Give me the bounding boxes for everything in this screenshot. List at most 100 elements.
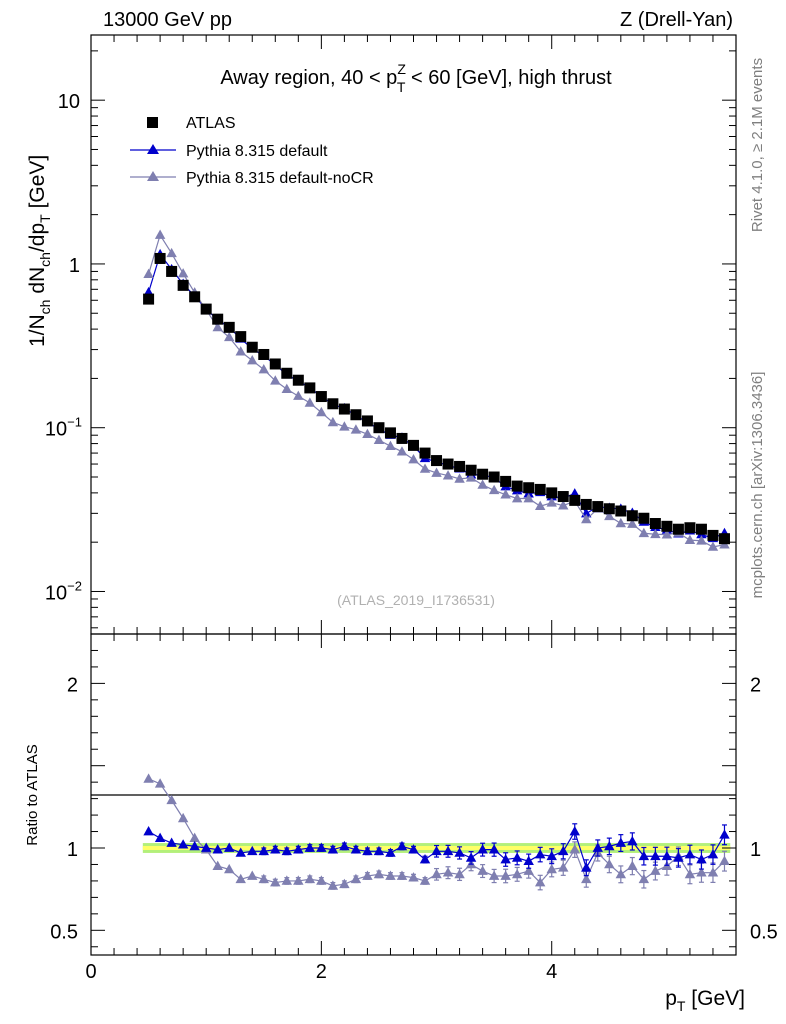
ratio-nocr-point bbox=[339, 878, 350, 889]
y-label-sub: ch bbox=[37, 300, 53, 315]
chart-title-part: < 60 [GeV], high thrust bbox=[405, 67, 612, 89]
ratio-default-point bbox=[396, 840, 408, 851]
series-nocr-point bbox=[477, 479, 488, 489]
ratio-nocr-point bbox=[627, 860, 638, 870]
series-nocr-point bbox=[454, 473, 465, 483]
series-atlas-point bbox=[384, 427, 396, 439]
ratio-default-point bbox=[270, 844, 281, 854]
legend-marker-atlas bbox=[147, 117, 158, 128]
ratio-y-tick-label: 0.5 bbox=[750, 921, 778, 943]
y-tick-label: 10 bbox=[58, 91, 80, 113]
ratio-default-point bbox=[581, 862, 592, 872]
ratio-frame bbox=[90, 633, 737, 956]
series-atlas-point bbox=[511, 480, 523, 492]
ratio-nocr-point bbox=[154, 778, 166, 788]
legend-label-atlas: ATLAS bbox=[186, 115, 236, 132]
ratio-nocr-point bbox=[223, 863, 235, 874]
series-atlas-point bbox=[695, 523, 707, 535]
series-nocr-point bbox=[442, 470, 454, 480]
series-nocr-point bbox=[534, 500, 546, 511]
ratio-y-tick-label: 2 bbox=[67, 674, 78, 696]
x-tick-label: 0 bbox=[85, 961, 96, 983]
series-nocr-point bbox=[166, 247, 177, 258]
ratio-default-point bbox=[604, 840, 615, 851]
ratio-nocr-point bbox=[316, 875, 327, 885]
ratio-nocr-point bbox=[270, 877, 281, 887]
process-label: Z (Drell-Yan) bbox=[620, 9, 733, 31]
series-atlas-point bbox=[281, 367, 293, 379]
series-atlas-point bbox=[661, 520, 673, 532]
series-atlas-point bbox=[189, 291, 201, 303]
ratio-nocr-point bbox=[304, 873, 316, 884]
ratio-default-point bbox=[523, 855, 534, 866]
ratio-nocr-point bbox=[454, 868, 465, 879]
ratio-nocr-point bbox=[177, 812, 189, 823]
ratio-default-point bbox=[627, 835, 638, 846]
series-nocr-point bbox=[339, 421, 350, 431]
ratio-y-tick-label: 1 bbox=[750, 839, 761, 861]
ratio-nocr-point bbox=[707, 867, 719, 877]
ratio-default-point bbox=[373, 845, 385, 856]
ratio-nocr-point bbox=[488, 870, 500, 880]
legend-marker-nocr bbox=[147, 171, 159, 181]
series-atlas-point bbox=[419, 447, 431, 459]
rivet-version-label: Rivet 4.1.0, ≥ 2.1M events bbox=[749, 58, 766, 232]
ratio-y-tick-label: 0.5 bbox=[50, 921, 78, 943]
series-nocr-point bbox=[638, 527, 650, 538]
ratio-default-point bbox=[166, 837, 177, 847]
ratio-nocr-point bbox=[396, 870, 408, 880]
ratio-default-point bbox=[350, 844, 362, 854]
series-atlas-point bbox=[408, 439, 419, 451]
ratio-nocr-point bbox=[500, 870, 511, 880]
series-nocr-point bbox=[696, 535, 707, 545]
ratio-nocr-point bbox=[258, 873, 269, 884]
y-label-sub: T bbox=[37, 214, 53, 223]
ratio-default-point bbox=[707, 849, 719, 859]
series-atlas-point bbox=[315, 391, 327, 403]
ratio-default-point bbox=[638, 850, 650, 861]
ratio-series-nocr bbox=[143, 773, 730, 891]
series-atlas-point bbox=[649, 518, 661, 530]
ratio-default-point bbox=[615, 837, 627, 847]
chart-title-sup: Z bbox=[397, 61, 406, 77]
series-atlas-point bbox=[684, 522, 696, 534]
series-atlas-point bbox=[246, 341, 258, 353]
x-axis-label: pT [GeV] bbox=[665, 987, 745, 1014]
ratio-default-point bbox=[154, 832, 166, 842]
ratio-plot-panel: 0 2 4 0.5 0.5 1 1 2 2 Ratio to ATLAS bbox=[24, 633, 778, 983]
ratio-nocr-point bbox=[569, 844, 580, 854]
series-nocr-point bbox=[511, 493, 523, 503]
legend-marker-default bbox=[147, 144, 159, 154]
ratio-default-point bbox=[673, 852, 684, 862]
ratio-nocr-point bbox=[511, 868, 523, 879]
y-tick-label: 10−2 bbox=[45, 578, 82, 604]
ratio-nocr-point bbox=[373, 868, 385, 879]
series-nocr-point bbox=[650, 528, 661, 539]
ratio-default-point bbox=[488, 844, 500, 854]
ratio-nocr-point bbox=[523, 865, 534, 875]
series-atlas-point bbox=[626, 510, 638, 522]
series-nocr-point bbox=[316, 406, 327, 417]
ratio-default-point bbox=[143, 826, 154, 836]
series-atlas-point bbox=[361, 415, 373, 427]
ratio-nocr-point bbox=[166, 794, 177, 805]
series-atlas-point bbox=[557, 491, 569, 503]
series-nocr-point bbox=[581, 513, 592, 524]
ratio-y-tick-label: 1 bbox=[67, 839, 78, 861]
series-nocr-point bbox=[247, 354, 258, 365]
ratio-default-point bbox=[200, 842, 212, 852]
series-nocr-point bbox=[304, 397, 316, 407]
series-atlas-point bbox=[304, 382, 316, 394]
ratio-nocr-point bbox=[638, 873, 650, 884]
ratio-default-point bbox=[661, 850, 673, 861]
legend: ATLAS Pythia 8.315 default Pythia 8.315 … bbox=[130, 115, 374, 187]
ratio-default-point bbox=[442, 845, 454, 856]
ratio-nocr-point bbox=[696, 867, 707, 877]
ratio-nocr-point bbox=[431, 868, 442, 879]
ratio-default-point bbox=[235, 847, 246, 857]
ratio-nocr-point bbox=[408, 872, 419, 882]
series-nocr-point bbox=[465, 472, 477, 482]
ratio-default-point bbox=[650, 850, 661, 861]
series-atlas-point bbox=[200, 303, 212, 315]
